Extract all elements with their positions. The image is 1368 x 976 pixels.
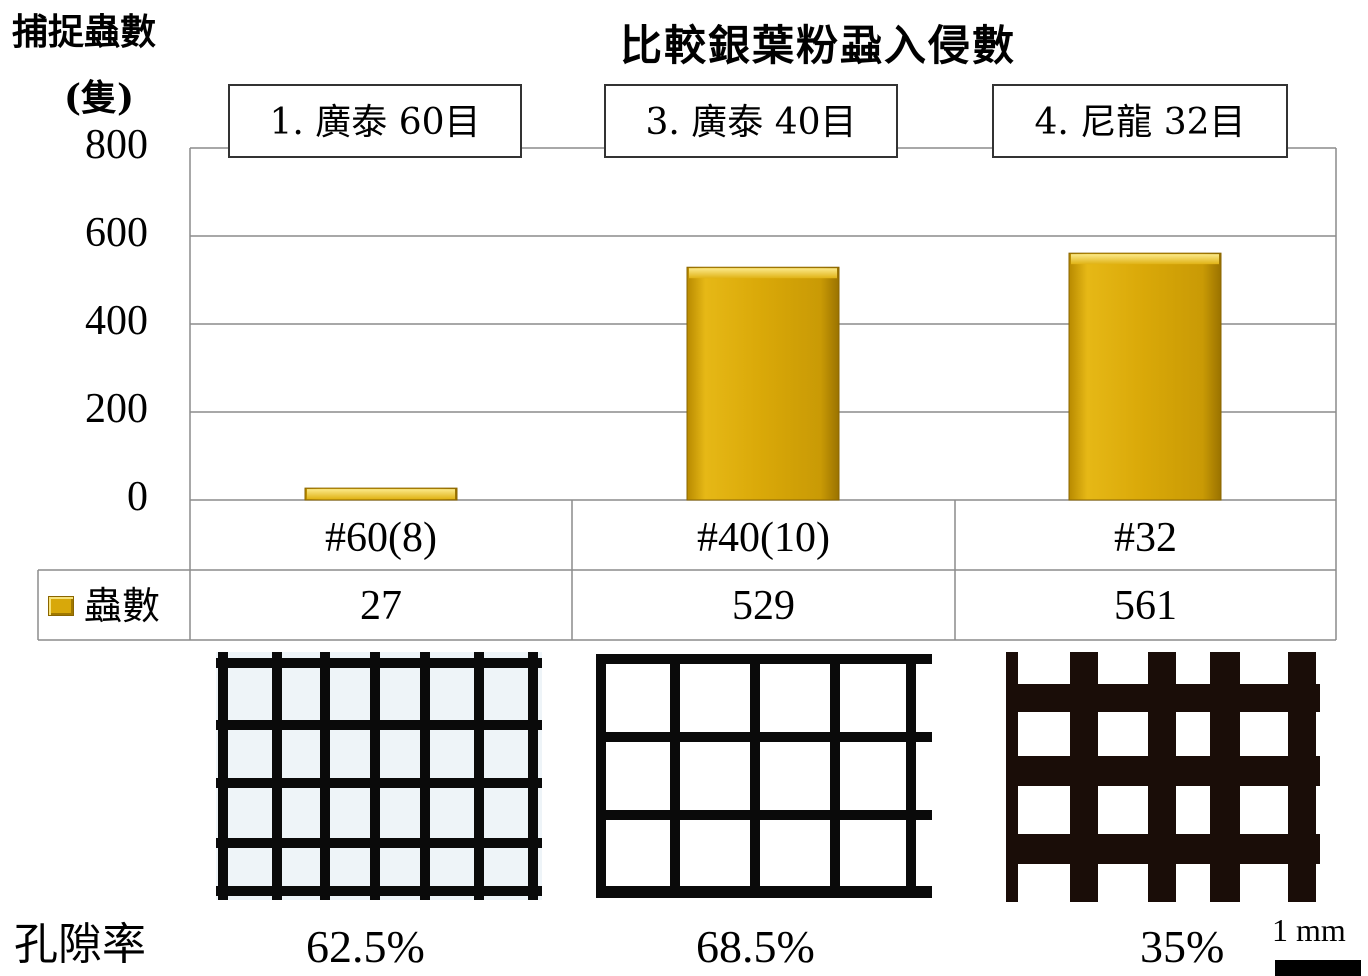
data-table-value: 561 — [1114, 583, 1177, 629]
data-table-grid — [37, 148, 1337, 641]
scale-bar — [1275, 960, 1361, 976]
table-series-key: 蟲數 — [48, 586, 160, 626]
y-axis-unit: (隻) — [64, 77, 135, 119]
porosity-value: 68.5% — [696, 921, 815, 972]
net-label-1: 1. 廣泰 60目 — [228, 84, 522, 158]
y-tick-label: 200 — [85, 386, 148, 432]
scale-bar-label: 1 mm — [1272, 912, 1346, 948]
y-axis-label: 捕捉蟲數 — [12, 11, 157, 53]
x-category-label: #32 — [1114, 515, 1177, 561]
data-table-value: 529 — [732, 583, 795, 629]
bar-chart-plot — [37, 147, 1337, 641]
chart-title: 比較銀葉粉蝨入侵數 — [620, 21, 1017, 70]
bar — [304, 487, 458, 501]
x-category-label: #40(10) — [697, 515, 830, 561]
mesh-photo-32 — [1006, 652, 1320, 902]
net-label-3: 4. 尼龍 32目 — [992, 84, 1288, 158]
bars — [304, 252, 1222, 501]
mesh-photo-60 — [216, 652, 542, 900]
x-category-label: #60(8) — [325, 515, 437, 561]
bar — [686, 266, 840, 501]
bar — [1068, 252, 1222, 501]
legend-swatch — [48, 596, 74, 616]
y-axis-title: 捕捉蟲數 (隻) — [12, 10, 212, 120]
y-tick-label: 400 — [85, 298, 148, 344]
y-tick-label: 0 — [127, 474, 148, 520]
table-series-label: 蟲數 — [84, 584, 161, 628]
porosity-label: 孔隙率 — [14, 919, 146, 970]
data-table-value: 27 — [360, 583, 402, 629]
mesh-photo-40 — [596, 654, 932, 898]
net-label-2: 3. 廣泰 40目 — [604, 84, 898, 158]
porosity-value: 62.5% — [306, 921, 425, 972]
y-tick-label: 800 — [85, 122, 148, 168]
porosity-value: 35% — [1140, 921, 1225, 972]
y-tick-label: 600 — [85, 210, 148, 256]
